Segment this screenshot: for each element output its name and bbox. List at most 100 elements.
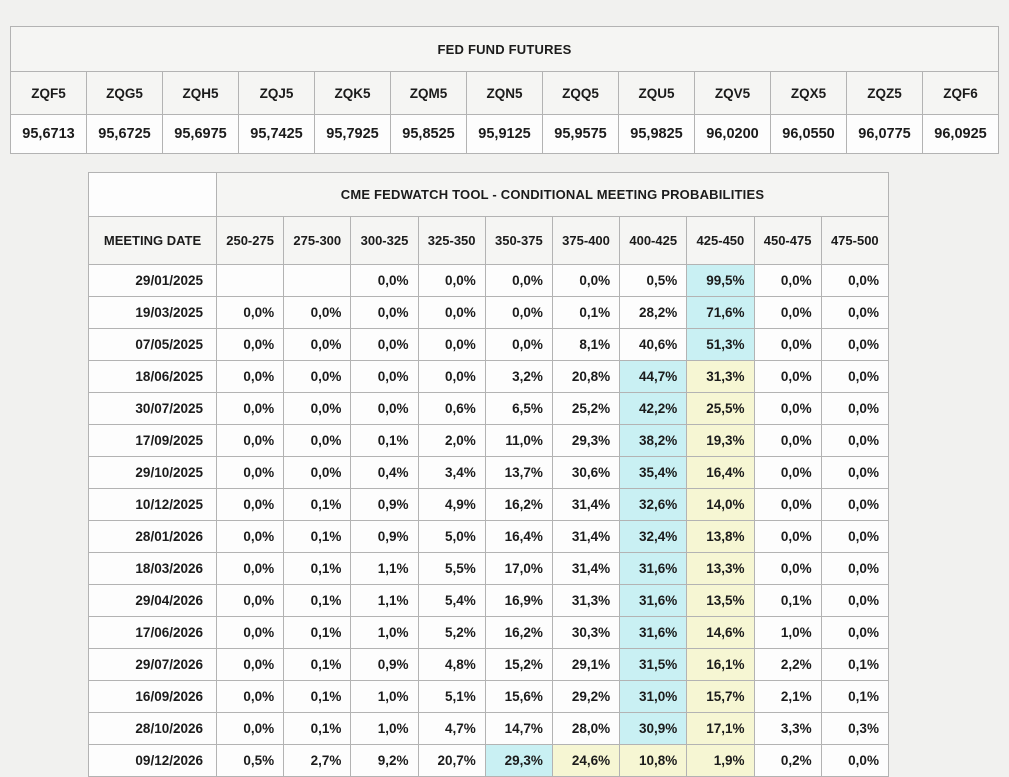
futures-price: 95,9825 — [618, 114, 695, 154]
probability-cell: 6,5% — [484, 392, 553, 425]
probability-cell: 51,3% — [686, 328, 755, 361]
futures-price: 95,9575 — [542, 114, 619, 154]
probability-cell: 28,0% — [551, 712, 621, 745]
probability-cell: 0,0% — [417, 296, 486, 329]
rate-bin-header: 275-300 — [283, 216, 352, 265]
probability-cell: 24,6% — [551, 744, 621, 777]
futures-price: 95,6725 — [86, 114, 163, 154]
probability-cell: 31,3% — [686, 360, 755, 393]
probability-cell: 16,2% — [484, 488, 553, 521]
probability-cell: 0,0% — [820, 584, 889, 617]
futures-price-row: 95,6713 95,6725 95,6975 95,7425 95,7925 95,85… — [10, 114, 999, 154]
probability-cell: 0,0% — [753, 456, 822, 489]
probability-cell: 17,1% — [686, 712, 755, 745]
probability-cell: 30,9% — [619, 712, 688, 745]
probability-cell: 0,0% — [215, 520, 285, 553]
probability-cell: 5,0% — [417, 520, 486, 553]
probability-cell: 29,2% — [551, 680, 621, 713]
table-row: 29/07/2026 0,0% 0,1% 0,9% 4,8% 15,2% 29,1% 31,5… — [88, 648, 889, 681]
futures-price: 95,9125 — [466, 114, 543, 154]
probability-cell: 0,9% — [350, 648, 419, 681]
probability-cell: 0,4% — [350, 456, 419, 489]
rate-bin-header: 400-425 — [619, 216, 688, 265]
probability-cell: 5,2% — [417, 616, 486, 649]
probability-cell: 0,1% — [283, 552, 352, 585]
probability-cell: 1,1% — [350, 584, 419, 617]
table-row: 17/06/2026 0,0% 0,1% 1,0% 5,2% 16,2% 30,3% 31,6… — [88, 616, 889, 649]
probability-cell: 0,0% — [215, 616, 285, 649]
probability-cell: 29,3% — [551, 424, 621, 457]
meeting-date-cell: 18/06/2025 — [88, 360, 217, 393]
fedwatch-table-title: CME FEDWATCH TOOL - CONDITIONAL MEETING … — [216, 172, 889, 217]
probability-cell: 13,8% — [686, 520, 755, 553]
table-row: 17/09/2025 0,0% 0,0% 0,1% 2,0% 11,0% 29,3% 38,2… — [88, 424, 889, 457]
probability-cell: 0,0% — [753, 392, 822, 425]
meeting-date-cell: 30/07/2025 — [88, 392, 217, 425]
probability-cell: 0,1% — [820, 680, 889, 713]
table-row: 09/12/2026 0,5% 2,7% 9,2% 20,7% 29,3% 24,6% 10,… — [88, 744, 889, 777]
table-row: 16/09/2026 0,0% 0,1% 1,0% 5,1% 15,6% 29,2% 31,0… — [88, 680, 889, 713]
probability-cell: 0,3% — [820, 712, 889, 745]
probability-cell: 0,0% — [417, 360, 486, 393]
futures-ticker: ZQM5 — [390, 71, 467, 115]
probability-cell: 0,0% — [820, 744, 889, 777]
meeting-date-cell: 29/04/2026 — [88, 584, 217, 617]
futures-price: 95,6713 — [10, 114, 87, 154]
probability-cell: 0,0% — [417, 264, 486, 297]
probability-cell: 1,1% — [350, 552, 419, 585]
probability-cell: 0,0% — [215, 360, 285, 393]
probability-cell: 11,0% — [484, 424, 553, 457]
probability-cell — [215, 264, 285, 297]
probability-cell: 0,0% — [215, 392, 285, 425]
table-row: 28/10/2026 0,0% 0,1% 1,0% 4,7% 14,7% 28,0% 30,9… — [88, 712, 889, 745]
probability-cell: 30,6% — [551, 456, 621, 489]
probability-cell: 0,1% — [753, 584, 822, 617]
probability-cell: 0,0% — [820, 296, 889, 329]
meeting-date-cell: 19/03/2025 — [88, 296, 217, 329]
meeting-date-cell: 29/10/2025 — [88, 456, 217, 489]
table-row: 29/10/2025 0,0% 0,0% 0,4% 3,4% 13,7% 30,6% 35,4… — [88, 456, 889, 489]
probability-cell: 0,0% — [551, 264, 621, 297]
probability-cell: 31,5% — [619, 648, 688, 681]
meeting-date-cell: 17/06/2026 — [88, 616, 217, 649]
rate-bin-header: 325-350 — [417, 216, 486, 265]
probability-cell: 0,0% — [484, 296, 553, 329]
probability-cell: 4,9% — [417, 488, 486, 521]
probability-cell: 0,0% — [820, 616, 889, 649]
probability-cell: 25,2% — [551, 392, 621, 425]
probability-cell: 3,3% — [753, 712, 822, 745]
probability-cell: 9,2% — [350, 744, 419, 777]
probability-cell: 0,0% — [753, 360, 822, 393]
probability-cell: 0,0% — [350, 264, 419, 297]
probability-cell: 0,0% — [753, 264, 822, 297]
probability-cell: 31,4% — [551, 552, 621, 585]
probability-cell: 4,7% — [417, 712, 486, 745]
futures-ticker: ZQF6 — [922, 71, 999, 115]
probability-cell: 32,6% — [619, 488, 688, 521]
probability-cell: 13,7% — [484, 456, 553, 489]
probability-cell: 0,0% — [215, 328, 285, 361]
meeting-date-cell: 18/03/2026 — [88, 552, 217, 585]
futures-ticker: ZQN5 — [466, 71, 543, 115]
probability-cell: 15,7% — [686, 680, 755, 713]
probability-cell: 5,4% — [417, 584, 486, 617]
probability-cell: 16,2% — [484, 616, 553, 649]
futures-ticker: ZQK5 — [314, 71, 391, 115]
meeting-date-cell: 29/07/2026 — [88, 648, 217, 681]
probability-cell: 0,0% — [417, 328, 486, 361]
table-row: 10/12/2025 0,0% 0,1% 0,9% 4,9% 16,2% 31,4% 32,6… — [88, 488, 889, 521]
probability-cell: 0,0% — [820, 264, 889, 297]
probability-cell: 71,6% — [686, 296, 755, 329]
futures-ticker: ZQH5 — [162, 71, 239, 115]
futures-price: 95,6975 — [162, 114, 239, 154]
fedwatch-corner-cell — [88, 172, 217, 217]
probability-cell: 0,6% — [417, 392, 486, 425]
probability-cell: 20,8% — [551, 360, 621, 393]
probability-cell: 0,0% — [753, 520, 822, 553]
probability-cell: 0,1% — [283, 520, 352, 553]
probability-cell: 0,0% — [283, 424, 352, 457]
futures-price: 96,0775 — [846, 114, 923, 154]
probability-cell: 44,7% — [619, 360, 688, 393]
probability-cell: 0,0% — [820, 488, 889, 521]
probability-cell: 4,8% — [417, 648, 486, 681]
